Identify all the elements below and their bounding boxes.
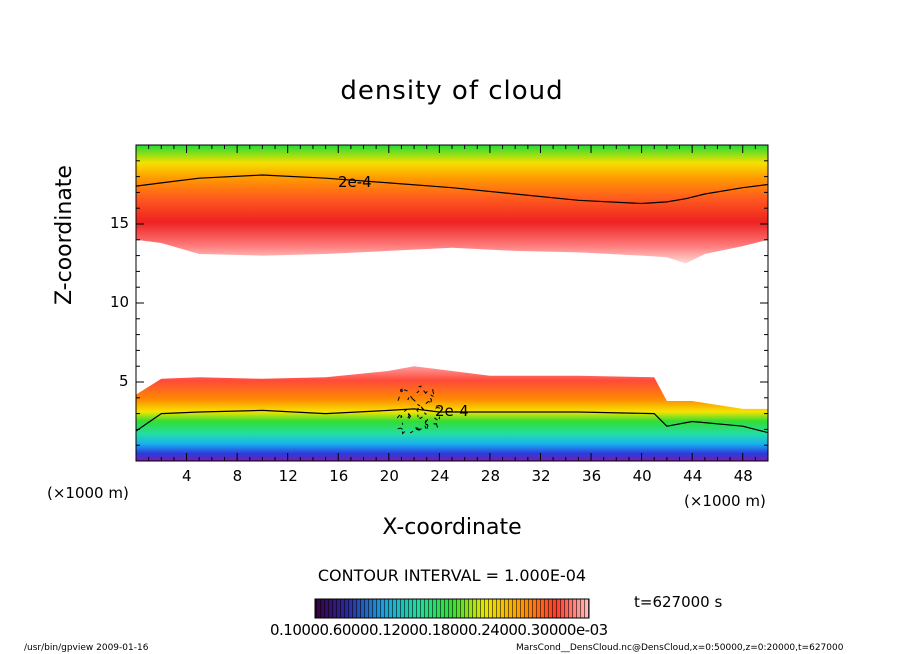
contour-label-upper: 2e-4 [338,173,372,191]
contour-fragment [407,397,410,401]
colorbar-tick-labels: 0.10000.60000.12000.18000.24000.30000e-0… [270,621,608,639]
contour-line-lower [136,408,768,434]
x-tick-label: 48 [733,467,753,485]
contour-line-upper [136,174,768,205]
y-tick-label: 5 [119,372,129,390]
x-tick-label: 8 [232,467,243,485]
axis-ticks [136,145,768,461]
footer-right: MarsCond__DensCloud.nc@DensCloud,x=0:500… [516,643,844,653]
contour-fragment [416,407,419,413]
x-unit-right: (×1000 m) [684,492,766,510]
contour-fragment [403,409,408,412]
contour-fragment [423,412,427,415]
contour-fragment [404,389,408,392]
contour-fragment [400,388,403,393]
contour-fragment [432,389,435,395]
contour-fragment [435,406,441,409]
lower-cloud-layer [136,366,768,461]
contour-fragment [401,422,404,425]
contour-fragment [417,403,421,407]
contour-interval: CONTOUR INTERVAL = 1.000E-04 [317,566,587,585]
contour-fragment [418,385,422,388]
contour-fragment [416,390,420,394]
x-tick-label: 12 [278,467,298,485]
x-tick-label: 40 [632,467,652,485]
upper-cloud-layer [136,145,768,264]
contour-fragment [434,417,438,421]
contour-fragment [417,428,422,430]
y-tick-label: 10 [110,293,130,311]
contour-fragment [401,431,406,435]
contour-fragment [396,414,401,419]
x-axis-label: X-coordinate [382,515,522,540]
contour-fragment [410,395,416,402]
contour-fragment [400,415,403,419]
contour-fragment [435,422,439,428]
x-tick-label: 28 [480,467,500,485]
contour-fragment [419,416,423,420]
contour-fragment [433,423,437,425]
contour-fragment [409,430,414,434]
x-tick-label: 16 [329,467,349,485]
x-tick-label: 44 [683,467,703,485]
x-tick-label: 24 [430,467,450,485]
contour-fragment [416,428,421,431]
contour-fragment [424,421,429,426]
contour-fragment [423,390,428,395]
contour-label-lower: 2e-4 [435,402,469,420]
contour-fragment [397,427,403,430]
x-tick-label: 32 [531,467,551,485]
contour-fragment [401,390,404,393]
footer-left: /usr/bin/gpview 2009-01-16 [24,643,149,653]
time-label: t=627000 s [634,593,723,611]
x-tick-label: 20 [379,467,399,485]
chart-title: density of cloud [340,76,564,106]
contour-fragment [424,418,429,424]
contour-fragment [438,416,441,420]
y-tick-label: 15 [110,214,130,232]
contour-fragment [397,396,400,401]
contour-fragment [408,413,412,419]
contour-fragment [429,398,432,403]
contour-fragment [425,400,430,405]
contour-fragment [420,406,425,410]
contour-fragment [430,394,434,397]
x-tick-label: 36 [582,467,602,485]
colorbar-hatch [315,599,589,618]
convective-contour-cluster [396,385,441,435]
x-unit-left: (×1000 m) [47,484,129,502]
contour-fragment [424,425,427,429]
y-axis-label: Z-coordinate [52,165,77,305]
contour-fragment [426,425,429,429]
contour-fragment [415,427,419,430]
x-tick-label: 4 [182,467,192,485]
